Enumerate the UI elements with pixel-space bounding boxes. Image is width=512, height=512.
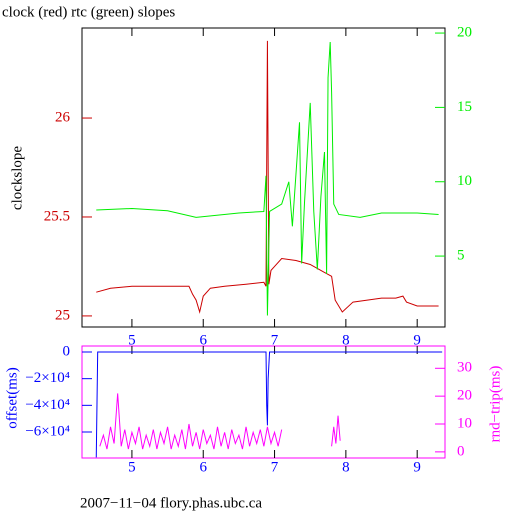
y2-tick-label: 15 [457,99,472,115]
plot-frame [81,27,446,328]
y2-tick-label: 10 [457,173,472,189]
y-axis-label: offset(ms) [4,367,20,428]
x-tick-label: 8 [342,332,350,348]
y-axis-label: clockslope [9,146,25,210]
y2-tick-label: 20 [457,388,472,404]
x-tick-label: 9 [413,459,421,475]
y2-tick-label: 10 [457,415,472,431]
x-tick-label: 9 [413,332,421,348]
y2-axis-label: rnd−trip(ms) [487,366,503,443]
y-tick-label: 0 [63,343,71,359]
footer: 2007−11−04 flory.phas.ubc.ca [80,495,262,511]
series-line [99,393,341,450]
x-tick-label: 8 [342,459,350,475]
x-tick-label: 7 [271,332,279,348]
y-tick-label: 25.5 [44,208,70,224]
series-line [95,351,443,458]
x-tick-label: 5 [128,459,136,475]
x-tick-label: 6 [199,332,207,348]
y-tick-label: −4×10⁴ [25,397,70,413]
y2-tick-label: 5 [457,248,465,264]
series-line [96,41,439,316]
y2-tick-label: 30 [457,360,472,376]
y2-tick-label: 0 [457,443,465,459]
chart-title: clock (red) rtc (green) slopes [2,4,175,20]
y-tick-label: 25 [55,307,70,323]
y2-tick-label: 20 [457,24,472,40]
y-tick-label: −2×10⁴ [25,370,70,386]
x-tick-label: 7 [271,459,279,475]
x-tick-label: 5 [128,332,136,348]
y-tick-label: 26 [55,109,71,125]
x-tick-label: 6 [199,459,207,475]
series-line [96,40,439,314]
plot-frame [81,345,446,459]
y-tick-label: −6×10⁴ [25,423,70,439]
